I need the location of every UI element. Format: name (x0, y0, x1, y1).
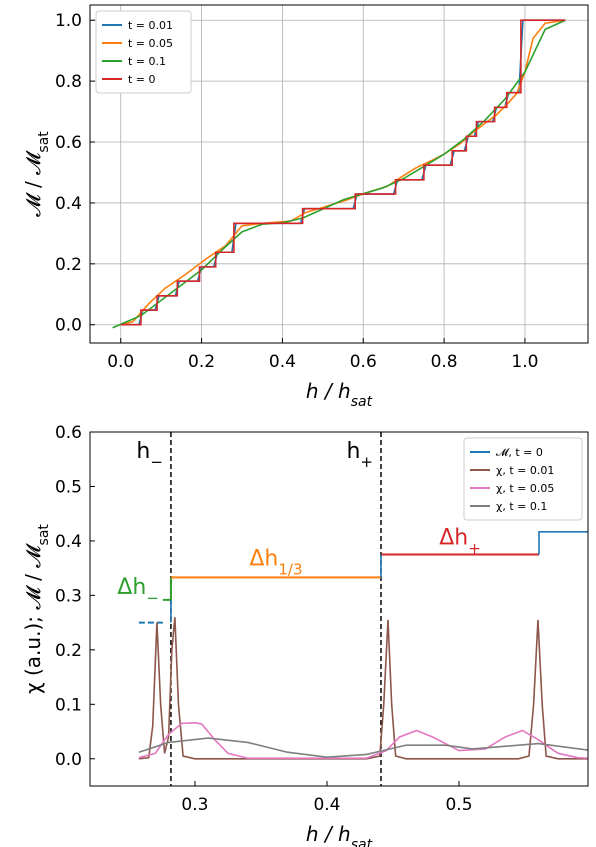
v-line-label: h− (136, 439, 163, 471)
legend-label: t = 0.01 (128, 19, 173, 32)
x-tick-label: 0.4 (269, 352, 296, 372)
v-line-label-main: h (136, 439, 150, 464)
series-line (170, 531, 588, 623)
y-axis-label-main: χ (a.u.); 𝓜 / 𝓜 (21, 543, 45, 694)
legend-box (95, 10, 192, 94)
y-tick-label: 0.4 (55, 194, 82, 214)
x-tick-label: 0.8 (431, 352, 458, 372)
x-axis-label-sub: sat (351, 394, 373, 410)
series-line (120, 19, 566, 326)
legend-label: χ, t = 0.01 (496, 464, 554, 477)
y-tick-label: 0.6 (55, 423, 82, 443)
v-line-label-sub: + (360, 453, 373, 471)
x-tick-label: 0.5 (445, 795, 472, 815)
y-axis-label-sub: sat (36, 131, 52, 153)
v-line-label-sub: − (150, 453, 163, 471)
y-tick-label: 0.0 (55, 316, 82, 336)
v-line-label-main: h (346, 439, 360, 464)
x-axis-label-main: h / h (306, 822, 351, 846)
legend-label: t = 0.1 (128, 55, 166, 68)
legend-label: 𝓜, t = 0 (496, 446, 543, 459)
x-tick-label: 0.4 (313, 795, 340, 815)
legend-label: t = 0.05 (128, 37, 173, 50)
y-tick-label: 0.3 (55, 586, 82, 606)
y-tick-label: 0.8 (55, 72, 82, 92)
legend-label: χ, t = 0.05 (496, 482, 554, 495)
segment-label-sub: + (468, 540, 481, 558)
segment-label-sub: 1/3 (278, 560, 302, 578)
legend: t = 0.01 t = 0.05 t = 0.1 t = 0 (95, 10, 192, 94)
x-tick-label: 0.3 (181, 795, 208, 815)
x-tick-label: 0.2 (188, 352, 215, 372)
y-tick-label: 1.0 (55, 11, 82, 31)
x-tick-label: 0.0 (107, 352, 134, 372)
legend-label: χ, t = 0.1 (496, 500, 547, 513)
axes-frame (89, 431, 589, 787)
y-tick-label: 0.0 (55, 750, 82, 770)
segment-label: Δh+ (439, 526, 481, 558)
y-tick-label: 0.2 (55, 255, 82, 275)
legend-label: t = 0 (128, 73, 156, 86)
segment-label-main: Δh (117, 575, 146, 600)
segment-label-main: Δh (249, 546, 278, 571)
segment-label: Δh− (117, 575, 159, 607)
legend-box (463, 437, 583, 521)
y-tick-label: 0.2 (55, 641, 82, 661)
series-line (112, 19, 566, 329)
series-line (138, 737, 588, 758)
segment-label: Δh1/3 (249, 546, 302, 578)
x-tick-label: 1.0 (511, 352, 538, 372)
series-line (138, 617, 588, 760)
y-tick-label: 0.4 (55, 532, 82, 552)
segment-label-sub: − (146, 589, 159, 607)
y-axis-label: 𝓜 / 𝓜sat (21, 131, 52, 217)
series-line (138, 722, 588, 760)
y-axis-label-main: 𝓜 / 𝓜 (21, 150, 45, 217)
x-axis-label: h / hsat (306, 379, 373, 410)
y-tick-label: 0.1 (55, 695, 82, 715)
x-axis-label: h / hsat (306, 822, 373, 847)
v-line-label: h+ (346, 439, 373, 471)
axes-frame (89, 4, 589, 344)
segment (162, 577, 172, 601)
y-axis-label-sub: sat (36, 524, 52, 546)
y-tick-label: 0.6 (55, 133, 82, 153)
legend: 𝓜, t = 0 χ, t = 0.01 χ, t = 0.05 χ, t = 0.1 (463, 437, 583, 521)
x-axis-label-main: h / h (306, 379, 351, 403)
segment-label-main: Δh (439, 526, 468, 551)
y-tick-label: 0.5 (55, 477, 82, 497)
y-axis-label: χ (a.u.); 𝓜 / 𝓜sat (21, 524, 52, 694)
x-axis-label-sub: sat (351, 837, 373, 847)
x-tick-label: 0.6 (350, 352, 377, 372)
